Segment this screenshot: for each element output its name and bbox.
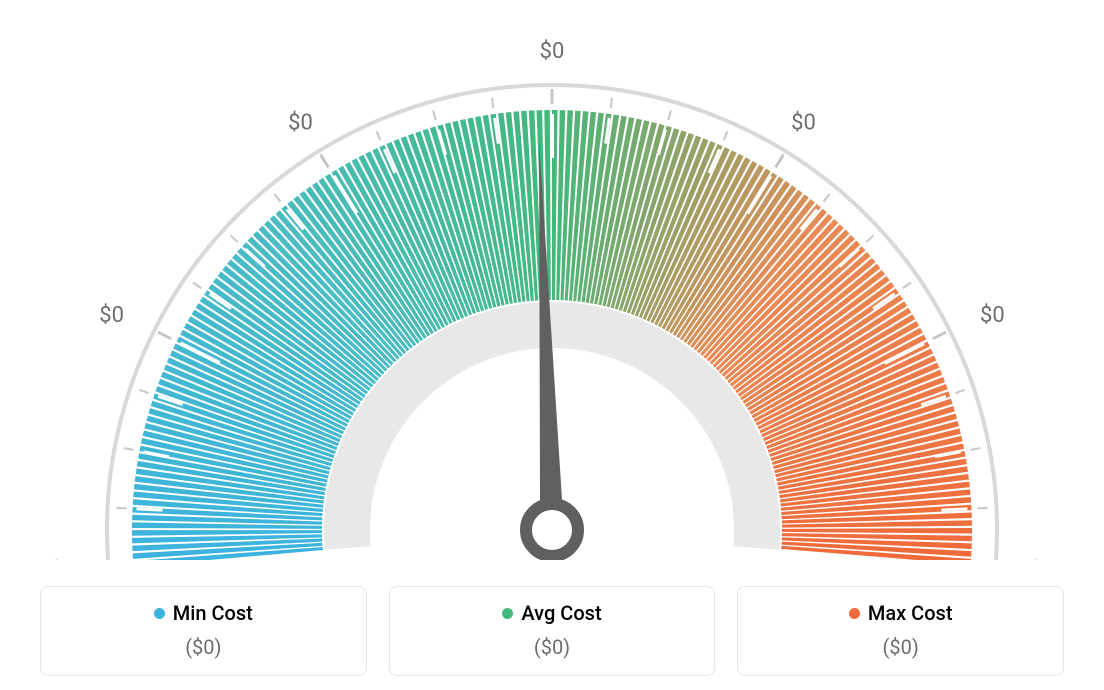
gauge-major-tick [320,155,328,168]
gauge-chart: $0$0$0$0$0$0$0 [0,0,1104,560]
gauge-major-tick [933,332,946,339]
gauge-svg: $0$0$0$0$0$0$0 [0,0,1104,560]
gauge-minor-tick-outer [977,508,987,509]
legend-dot-max [849,608,860,619]
legend-label-max: Max Cost [868,601,953,625]
legend-value-min: ($0) [51,635,356,659]
gauge-minor-tick-outer [376,131,380,140]
gauge-minor-tick-outer [823,194,829,202]
legend-dot-min [154,608,165,619]
gauge-minor-tick-outer [866,235,873,242]
legend-card-min: Min Cost ($0) [40,586,367,676]
gauge-tick-label: $0 [288,110,313,135]
legend-value-avg: ($0) [400,635,705,659]
gauge-major-tick [158,332,171,339]
gauge-tick-label: $0 [791,110,816,135]
gauge-minor-tick-outer [611,98,612,108]
legend-label-avg: Avg Cost [521,601,601,625]
gauge-minor-tick-outer [274,194,280,202]
gauge-major-tick [776,155,784,168]
gauge-minor-tick-outer [193,283,201,289]
gauge-minor-tick-outer [955,390,964,393]
gauge-tick-label: $0 [980,303,1005,328]
gauge-minor-tick-outer [668,111,671,121]
gauge-minor-tick-outer [492,98,493,108]
gauge-tick-label: $0 [540,39,565,64]
gauge-tick-label: $0 [99,303,124,328]
gauge-minor-tick-outer [117,508,127,509]
gauge-minor-tick [941,509,967,510]
gauge-minor-tick-outer [903,283,911,289]
gauge-minor-tick-outer [231,235,238,242]
legend-row: Min Cost ($0) Avg Cost ($0) Max Cost ($0… [40,586,1064,676]
legend-label-min: Min Cost [173,601,253,625]
gauge-hub [526,504,578,556]
legend-value-max: ($0) [748,635,1053,659]
gauge-minor-tick-outer [139,390,148,393]
gauge-minor-tick-outer [724,131,728,140]
legend-card-avg: Avg Cost ($0) [389,586,716,676]
gauge-minor-tick [137,509,163,510]
gauge-minor-tick-outer [124,448,134,450]
gauge-minor-tick-outer [970,448,980,450]
legend-dot-avg [502,608,513,619]
gauge-minor-tick-outer [433,111,436,121]
legend-card-max: Max Cost ($0) [737,586,1064,676]
